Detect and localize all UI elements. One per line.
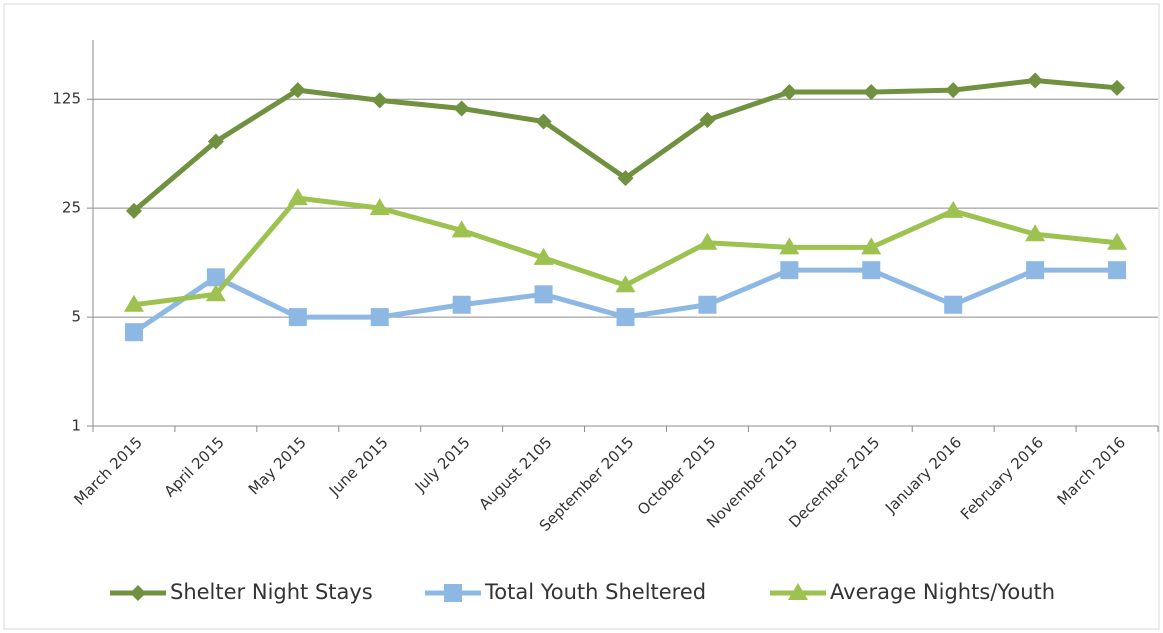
- legend-marker: [788, 583, 808, 600]
- marker: [533, 247, 554, 265]
- marker: [125, 202, 142, 219]
- marker: [1109, 79, 1126, 96]
- marker: [1025, 224, 1046, 242]
- y-tick-label: 25: [62, 199, 81, 217]
- marker: [123, 294, 144, 312]
- y-tick-label: 125: [52, 90, 81, 108]
- marker: [369, 198, 390, 216]
- marker: [534, 285, 553, 304]
- marker: [1107, 232, 1128, 250]
- legend-marker: [444, 584, 462, 602]
- marker: [617, 170, 634, 187]
- marker: [289, 82, 306, 99]
- marker: [698, 295, 717, 314]
- marker: [861, 237, 882, 255]
- legend-label: Average Nights/Youth: [830, 580, 1055, 604]
- marker: [862, 261, 881, 280]
- marker: [697, 232, 718, 250]
- legend-label: Shelter Night Stays: [170, 580, 373, 604]
- marker: [370, 308, 389, 327]
- legend-item: Average Nights/Youth: [770, 580, 1055, 604]
- marker: [371, 92, 388, 109]
- marker: [287, 188, 308, 206]
- marker: [1027, 72, 1044, 89]
- marker: [781, 84, 798, 101]
- marker: [205, 284, 226, 302]
- marker: [124, 323, 143, 342]
- marker: [1026, 261, 1045, 280]
- marker: [452, 295, 471, 314]
- marker: [863, 84, 880, 101]
- marker: [943, 200, 964, 218]
- marker: [1108, 261, 1127, 280]
- marker: [451, 220, 472, 238]
- legend-item: Shelter Night Stays: [110, 580, 373, 604]
- y-tick-label: 5: [71, 308, 81, 326]
- marker: [944, 295, 963, 314]
- chart-frame: [3, 3, 1160, 630]
- marker: [779, 237, 800, 255]
- marker: [453, 100, 470, 117]
- marker: [945, 82, 962, 99]
- marker: [535, 113, 552, 130]
- marker: [206, 268, 225, 287]
- marker: [615, 275, 636, 293]
- marker: [616, 308, 635, 327]
- marker: [699, 111, 716, 128]
- legend-marker: [130, 585, 146, 601]
- y-tick-label: 1: [71, 417, 81, 435]
- legend-label: Total Youth Sheltered: [484, 580, 706, 604]
- marker: [288, 308, 307, 327]
- legend-item: Total Youth Sheltered: [425, 580, 706, 604]
- marker: [207, 133, 224, 150]
- marker: [780, 261, 799, 280]
